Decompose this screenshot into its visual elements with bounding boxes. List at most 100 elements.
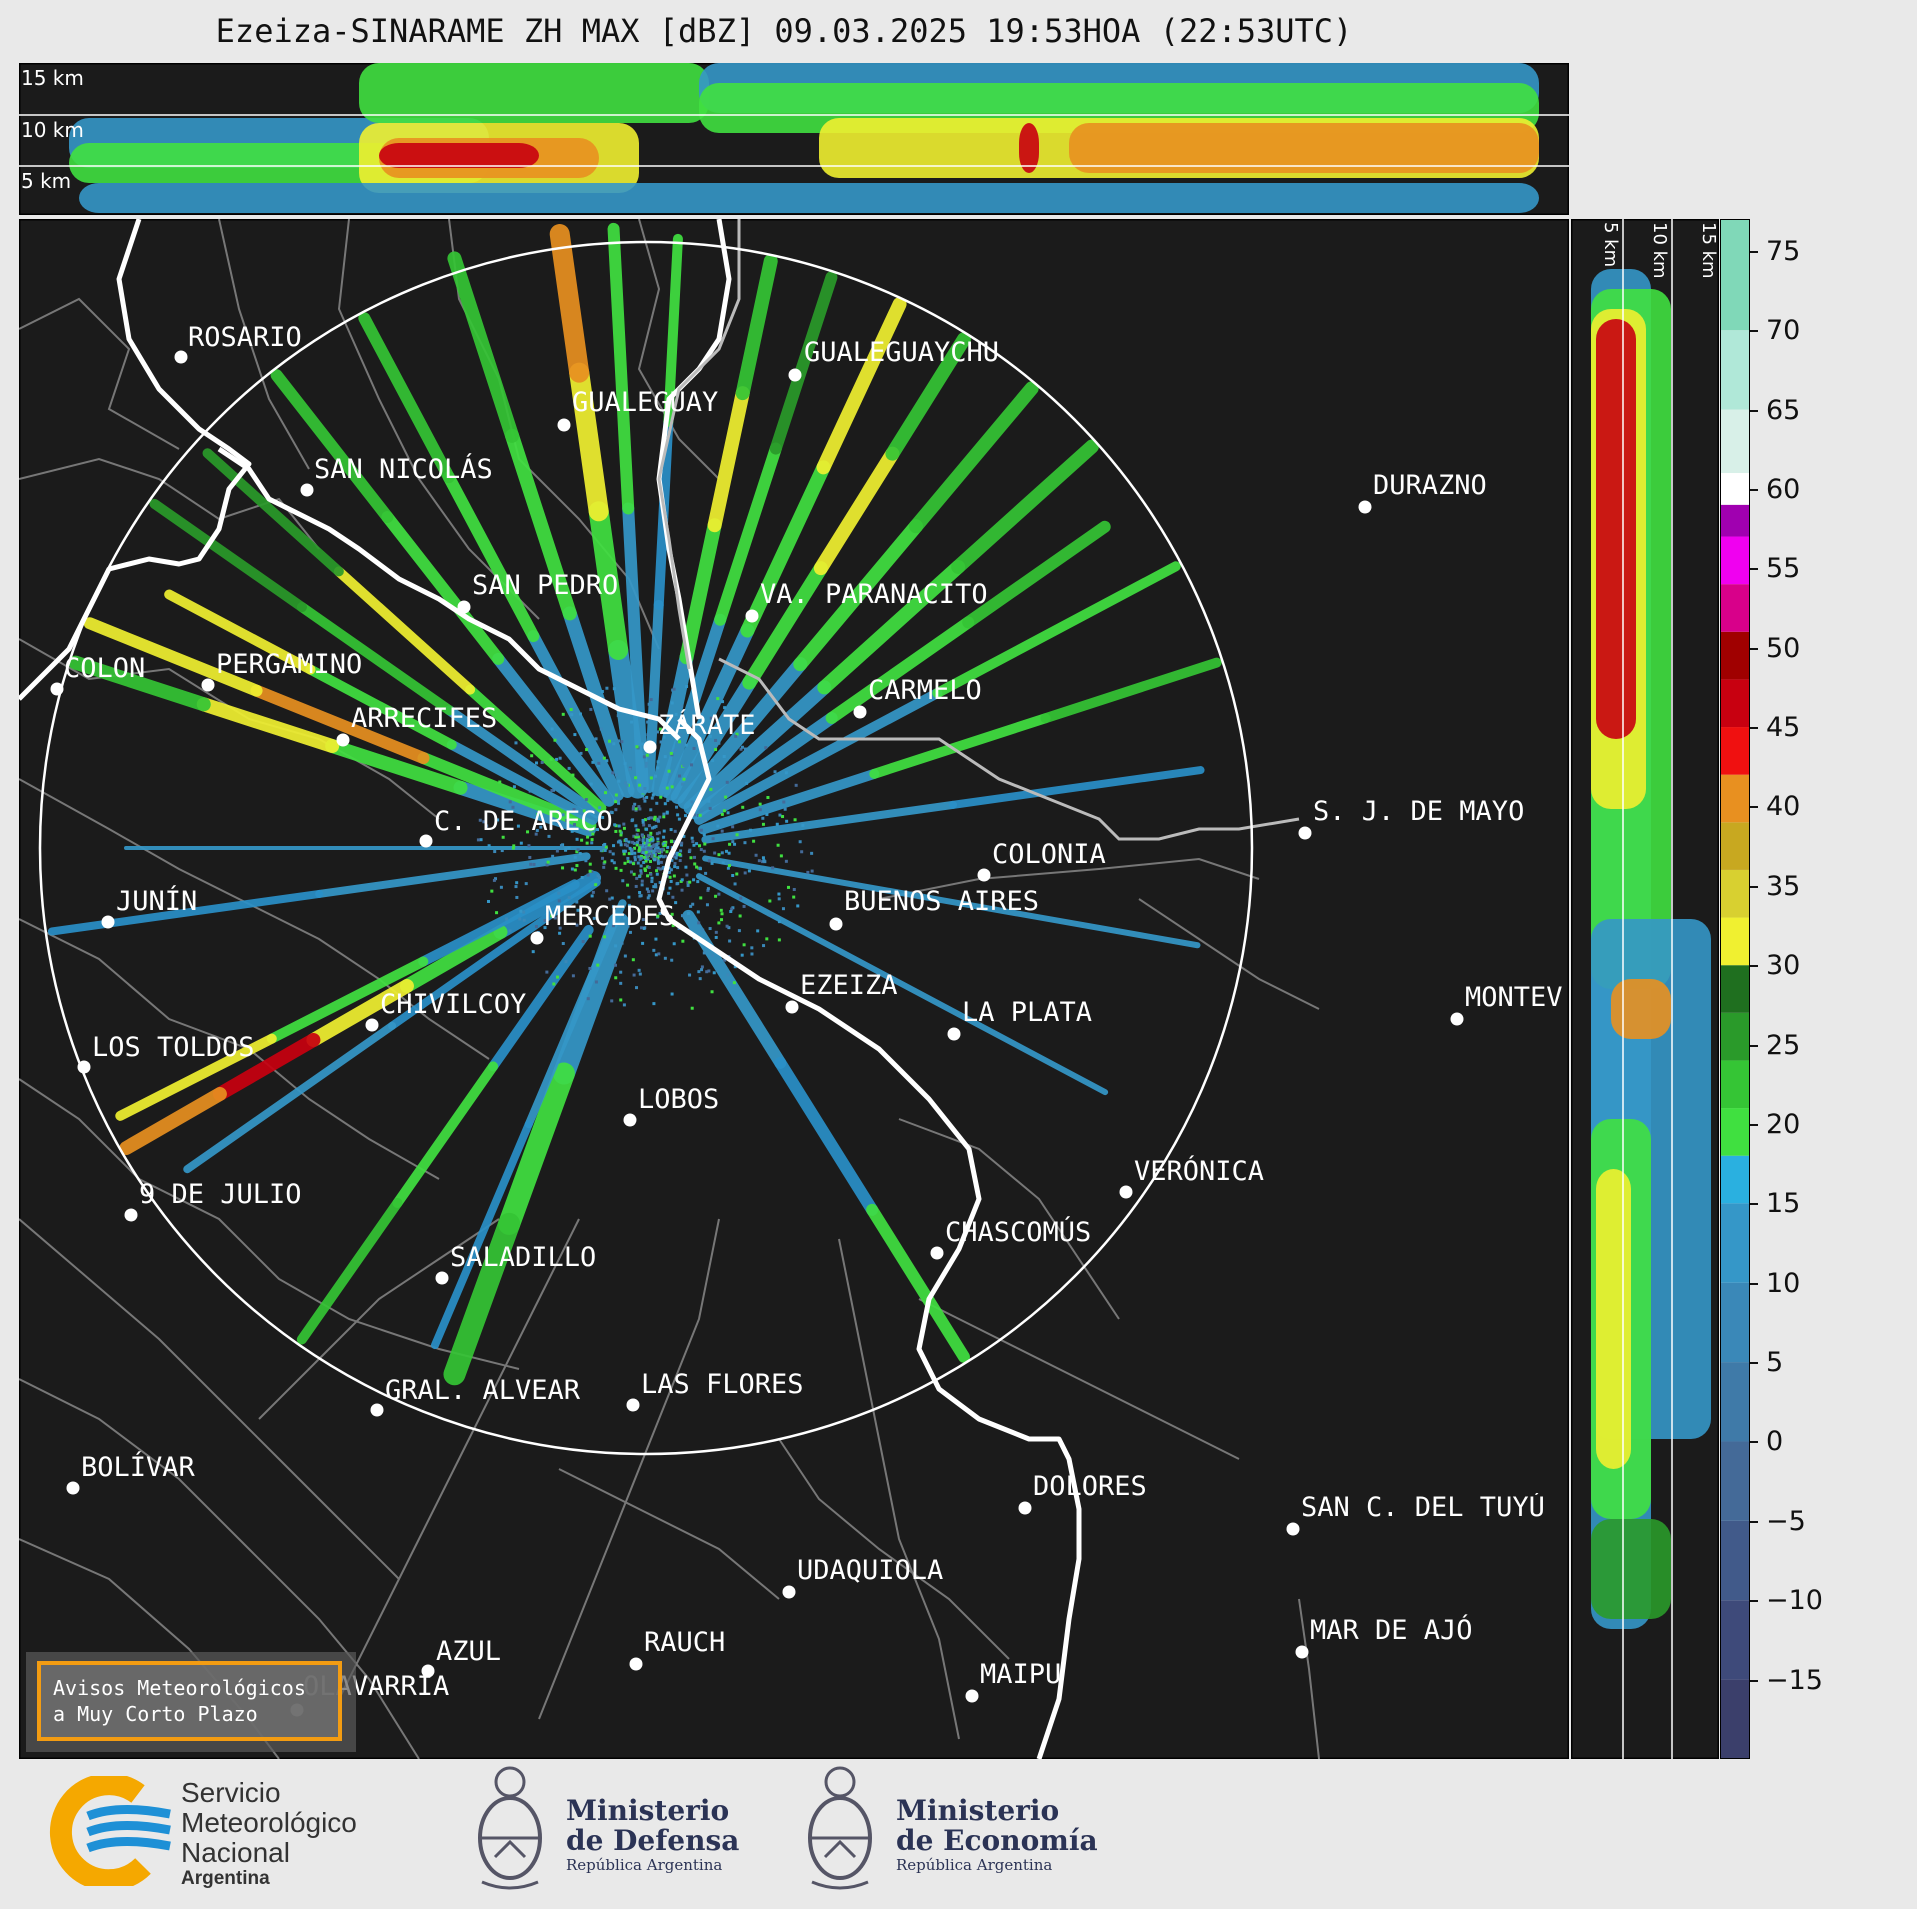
city-marker-durazno <box>1358 500 1372 514</box>
city-label-udaquiola: UDAQUIOLA <box>797 1555 944 1586</box>
colorbar-segment <box>1720 965 1750 1013</box>
colorbar-tick-label: 35 <box>1750 871 1910 902</box>
city-label-montev: MONTEV <box>1465 983 1563 1013</box>
colorbar-tick-label: 20 <box>1750 1109 1910 1140</box>
city-marker-los-toldos <box>77 1060 91 1074</box>
city-label-san-pedro: SAN PEDRO <box>472 570 619 601</box>
city-marker-bolívar <box>66 1481 80 1495</box>
colorbar-segment <box>1720 917 1750 966</box>
colorbar-segment <box>1720 1108 1750 1156</box>
city-label-lobos: LOBOS <box>638 1084 720 1115</box>
city-marker-las-flores <box>626 1398 640 1412</box>
city-label-gualeguaychu: GUALEGUAYCHU <box>804 337 1000 368</box>
city-label-rauch: RAUCH <box>644 1627 726 1658</box>
top-cross-section-panel <box>19 63 1569 215</box>
colorbar-segment <box>1720 679 1750 728</box>
colorbar-tick-label: 75 <box>1750 236 1910 267</box>
city-marker-pergamino <box>201 678 215 692</box>
colorbar-segment <box>1720 330 1750 410</box>
city-marker-saladillo <box>435 1271 449 1285</box>
side-alt-label-15km: 15 km <box>1698 222 1719 279</box>
colorbar-segment <box>1720 473 1750 505</box>
city-marker-carmelo <box>853 705 867 719</box>
avisos-line2: a Muy Corto Plazo <box>53 1702 258 1726</box>
colorbar-tick-label: 10 <box>1750 1268 1910 1299</box>
colorbar-segment <box>1720 219 1750 331</box>
colorbar-tick-label: 15 <box>1750 1188 1910 1219</box>
smn-line1: Servicio <box>181 1777 281 1808</box>
city-label-los-toldos: LOS TOLDOS <box>92 1032 255 1063</box>
colorbar-tick-label: 50 <box>1750 633 1910 664</box>
city-label-buenos-aires: BUENOS AIRES <box>844 886 1040 917</box>
colorbar-segment <box>1720 727 1750 775</box>
city-label-mercedes: MERCEDES <box>545 901 676 932</box>
colorbar-tick-label: −15 <box>1750 1665 1910 1696</box>
national-coat-of-arms-icon <box>478 1766 542 1890</box>
colorbar-tick-label: 40 <box>1750 791 1910 822</box>
colorbar-tick-label: 55 <box>1750 553 1910 584</box>
smn-line2: Meteorológico <box>181 1807 357 1838</box>
avisos-box[interactable]: Avisos Meteorológicos a Muy Corto Plazo <box>37 1661 342 1741</box>
city-marker-colonia <box>977 868 991 882</box>
city-label-verónica: VERÓNICA <box>1134 1156 1265 1187</box>
colorbar-tick-label: −10 <box>1750 1585 1910 1616</box>
smn-emblem-icon <box>49 1776 171 1886</box>
city-marker-maipu <box>965 1689 979 1703</box>
city-marker-rosario <box>174 350 188 364</box>
city-marker-udaquiola <box>782 1585 796 1599</box>
colorbar-segment <box>1720 1282 1750 1363</box>
defensa-line2: de Defensa <box>566 1824 740 1857</box>
city-marker-azul <box>421 1664 435 1678</box>
city-marker-arrecifes <box>336 733 350 747</box>
colorbar-segment <box>1720 409 1750 474</box>
city-label-durazno: DURAZNO <box>1373 470 1487 501</box>
colorbar-segment <box>1720 1203 1750 1283</box>
city-marker-c-de-areco <box>419 834 433 848</box>
city-marker-mar-de-ajó <box>1295 1645 1309 1659</box>
economia-line3: República Argentina <box>896 1856 1053 1874</box>
city-label-junín: JUNÍN <box>116 886 198 917</box>
colorbar-tick-label: 30 <box>1750 950 1910 981</box>
city-label-colon: COLON <box>64 653 146 684</box>
smn-line4: Argentina <box>181 1868 270 1889</box>
city-marker-9-de-julio <box>124 1208 138 1222</box>
defensa-line3: República Argentina <box>566 1856 723 1874</box>
defensa-logo: Ministerio de Defensa República Argentin… <box>470 1762 770 1902</box>
colorbar-segment <box>1720 504 1750 537</box>
city-label-rosario: ROSARIO <box>188 322 302 353</box>
city-marker-san-c-del-tuyú <box>1286 1522 1300 1536</box>
city-label-arrecifes: ARRECIFES <box>351 703 498 734</box>
city-label-maipu: MAIPU <box>980 1659 1062 1690</box>
side-alt-label-5km: 5 km <box>1600 222 1621 268</box>
colorbar-tick-label: 5 <box>1750 1347 1910 1378</box>
city-label-zárate: ZÁRATE <box>658 710 756 741</box>
city-label-san-nicolás: SAN NICOLÁS <box>314 454 493 485</box>
top-alt-label-5km: 5 km <box>21 169 72 193</box>
city-marker-colon <box>50 682 64 696</box>
colorbar-tick-label: 70 <box>1750 315 1910 346</box>
city-marker-gral-alvear <box>370 1403 384 1417</box>
radar-map[interactable] <box>19 219 1569 1759</box>
national-coat-of-arms-icon <box>808 1766 872 1890</box>
avisos-line1: Avisos Meteorológicos <box>53 1676 306 1700</box>
city-marker-va-paranacito <box>745 609 759 623</box>
colorbar-tick-label: 65 <box>1750 395 1910 426</box>
city-label-azul: AZUL <box>436 1636 502 1667</box>
colorbar-tick-label: 45 <box>1750 712 1910 743</box>
city-label-ezeiza: EZEIZA <box>800 970 898 1001</box>
city-marker-verónica <box>1119 1185 1133 1199</box>
side-cross-section-panel <box>1571 219 1719 1759</box>
colorbar-tick-label: −5 <box>1750 1506 1910 1537</box>
city-label-saladillo: SALADILLO <box>450 1242 597 1273</box>
economia-line2: de Economía <box>896 1824 1098 1857</box>
city-marker-la-plata <box>947 1027 961 1041</box>
city-label-c-de-areco: C. DE ARECO <box>434 806 613 837</box>
colorbar-tick-label: 25 <box>1750 1030 1910 1061</box>
city-marker-ezeiza <box>785 1000 799 1014</box>
city-label-s-j-de-mayo: S. J. DE MAYO <box>1313 796 1525 827</box>
colorbar-segment <box>1720 1679 1750 1759</box>
colorbar-segment <box>1720 1155 1750 1204</box>
city-label-carmelo: CARMELO <box>868 675 982 706</box>
city-label-chascomús: CHASCOMÚS <box>945 1217 1092 1248</box>
city-marker-gualeguaychu <box>788 368 802 382</box>
